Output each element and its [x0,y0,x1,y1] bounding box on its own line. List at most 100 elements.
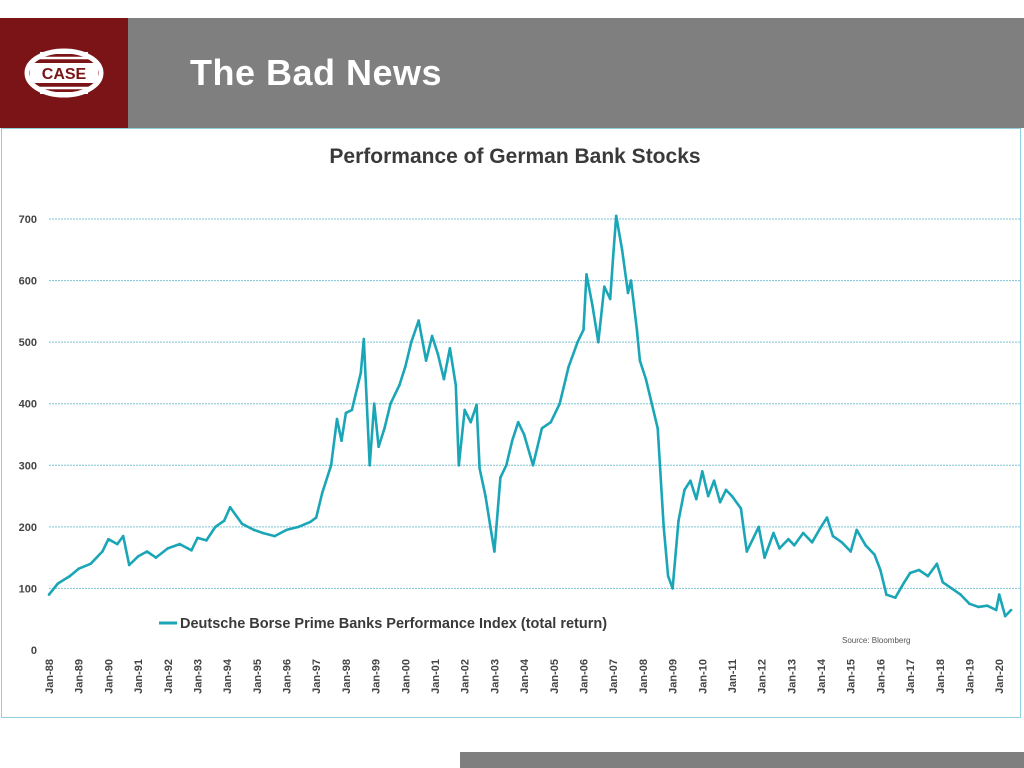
case-logo: CASE [24,48,104,98]
data-point [56,582,60,585]
x-tick-label: Jan-16 [875,659,887,694]
data-point [448,347,452,350]
data-point [335,417,339,421]
x-tick-label: Jan-11 [727,659,739,693]
data-point [611,254,615,258]
data-point [475,403,478,407]
x-tick-label: Jan-05 [549,659,561,694]
data-point [683,488,686,492]
data-point [359,371,363,375]
data-point [591,303,594,307]
data-point [855,528,858,532]
data-point [499,476,502,479]
chart-frame: Performance of German Bank Stocks 0 100 200… [1,128,1021,718]
data-point [136,555,140,558]
data-point [478,467,481,470]
data-point [666,574,670,578]
logo-ring [24,48,104,98]
x-tick-label: Jan-90 [103,659,115,694]
data-point [309,520,312,524]
data-point [454,383,458,387]
x-tick-label: Jan-92 [163,659,175,694]
data-point [350,408,354,412]
chart-source: Source: Bloomberg [842,636,910,645]
data-point [261,531,265,535]
x-tick-label: Jan-08 [638,659,650,694]
data-point [285,528,288,532]
data-point [89,562,92,566]
footer-bar [460,752,1024,768]
header-bar [0,18,1024,128]
x-tick-label: Jan-99 [371,659,383,694]
data-point [626,291,630,295]
data-point [457,464,461,467]
data-point [490,531,493,535]
data-point [101,550,104,553]
data-point [926,574,930,578]
data-point [273,534,277,538]
y-tick-label: 100 [19,583,37,595]
data-point [778,547,781,550]
data-point [424,359,428,362]
data-point [662,525,665,529]
data-point [656,427,659,430]
x-tick-label: Jan-02 [460,659,472,694]
data-point [695,497,698,501]
logo-text: CASE [42,66,87,83]
data-point [603,285,606,288]
data-point [178,542,181,546]
data-point [671,587,674,590]
y-tick-label: 500 [19,337,37,349]
data-point [908,571,912,575]
data-point [398,383,401,387]
x-tick-label: Jan-15 [846,659,858,694]
data-point [205,539,208,542]
data-point [531,464,535,467]
data-point [582,328,585,332]
data-point [389,402,392,406]
data-point [772,531,775,535]
data-point [977,605,980,609]
data-point [377,445,380,449]
data-point [127,563,131,567]
x-tick-label: Jan-97 [311,659,323,694]
x-tick-label: Jan-10 [697,659,709,694]
data-point [677,519,680,522]
data-point [1003,614,1007,618]
data-point [825,516,829,519]
data-point [107,537,110,541]
x-tick-label: Jan-98 [341,659,353,694]
data-point [314,516,318,519]
data-point [436,353,440,356]
data-point [793,544,796,547]
x-tick-label: Jan-18 [935,659,947,694]
x-tick-label: Jan-00 [400,659,412,694]
data-point [840,541,844,544]
data-point [810,541,814,544]
data-point [902,581,906,584]
data-point [894,596,897,599]
data-point [252,528,256,532]
data-point [950,587,953,590]
data-point [484,494,487,498]
data-point [1009,608,1013,612]
data-point [522,433,526,436]
data-point [410,340,413,344]
data-point [608,297,612,301]
data-point [959,593,962,596]
x-tick-label: Jan-13 [786,659,798,694]
data-point [383,427,386,430]
data-point [567,365,570,369]
y-tick-label: 300 [19,460,37,472]
data-point [469,420,473,424]
y-tick-label: 200 [19,522,37,534]
data-point [614,214,618,218]
series-line-prime-banks-index [47,214,1013,618]
y-tick-label: 600 [19,276,37,288]
data-point [757,525,760,529]
x-tick-label: Jan-20 [994,659,1006,694]
data-point [864,544,867,547]
data-point [819,525,823,529]
x-tick-label: Jan-12 [757,659,769,694]
data-point [585,273,588,276]
